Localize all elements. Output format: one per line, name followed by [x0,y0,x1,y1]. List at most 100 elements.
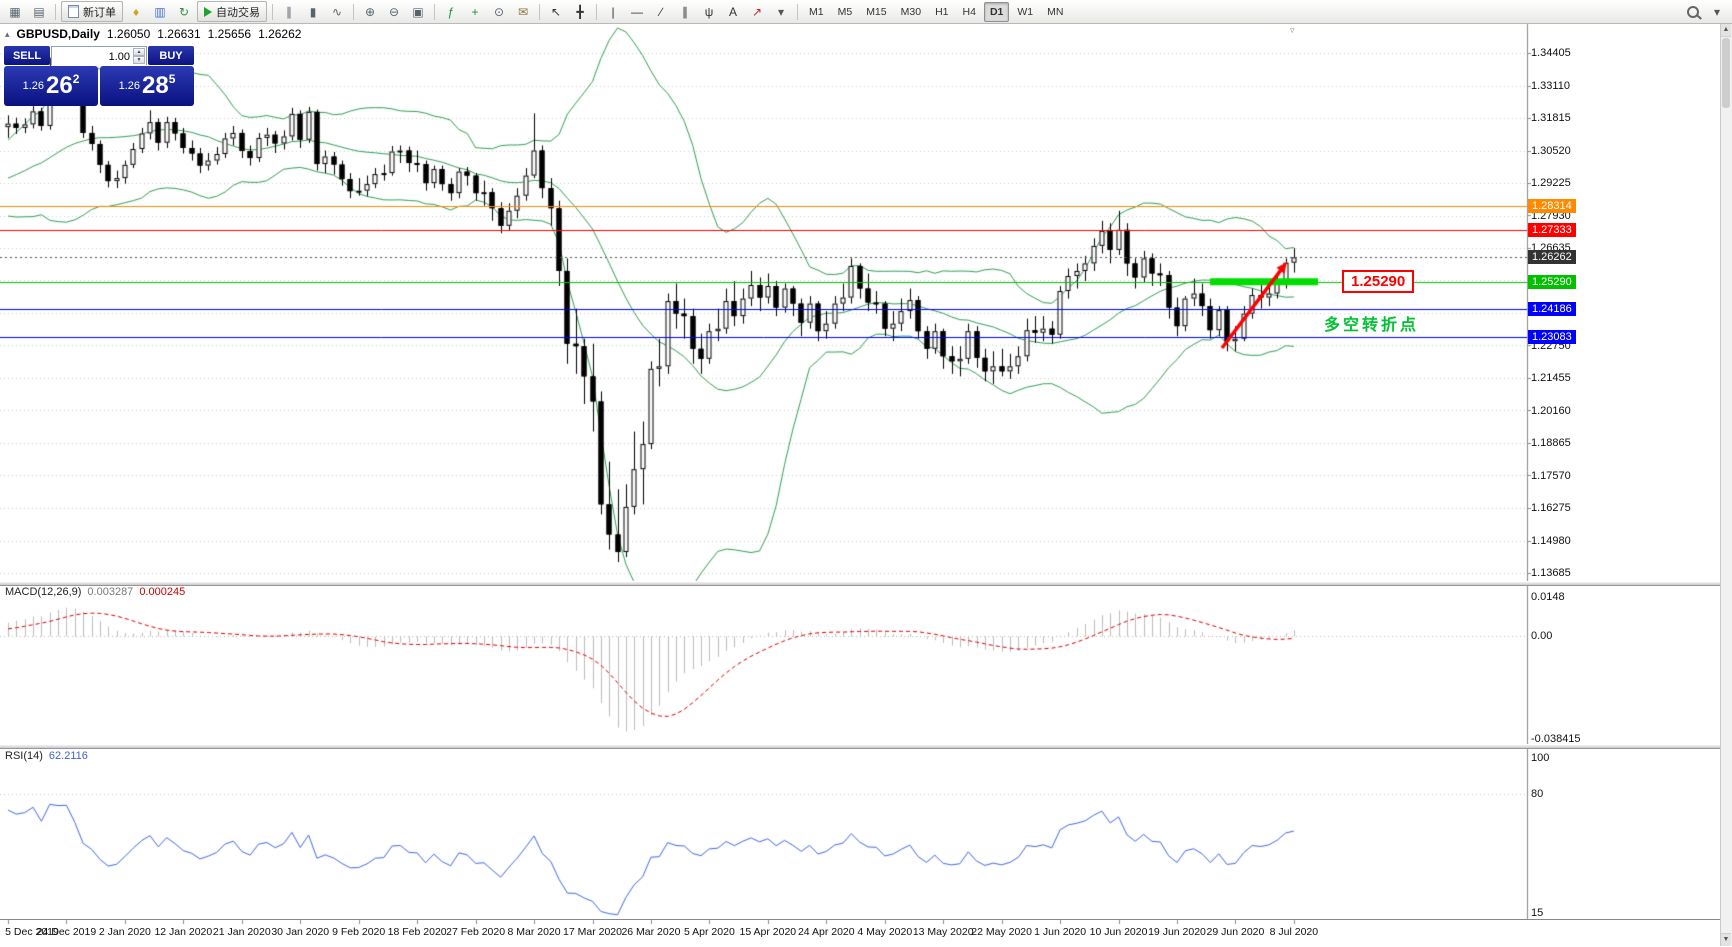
bid-price-big: 26 [46,72,73,100]
price-tick-label: 1.33110 [1531,80,1570,92]
macd-main-value: 0.003287 [87,586,133,598]
ohlc-high: 1.26631 [157,27,200,41]
date-label: 2 Jan 2020 [94,926,156,938]
price-tag: 1.28314 [1528,199,1576,213]
trendline-icon[interactable]: ∕ [650,1,672,22]
tf-button-M30[interactable]: M30 [895,2,927,22]
date-label: 15 Apr 2020 [737,926,799,938]
tf-button-M5[interactable]: M5 [832,2,859,22]
arrow-objects-icon[interactable]: ↗ [746,1,768,22]
line-chart-type-icon[interactable]: ∿ [326,1,348,22]
candle-chart-type-icon[interactable]: ▮ [302,1,324,22]
date-label: 27 Feb 2020 [445,926,507,938]
price-tick-label: 1.17570 [1531,470,1571,482]
new-order-button[interactable]: 新订单 [61,1,123,22]
price-tag: 1.25290 [1528,275,1576,289]
zoom-out-icon[interactable]: ⊖ [383,1,405,22]
macd-signal-value: 0.000245 [139,586,185,598]
mail-icon[interactable]: ✉ [512,1,534,22]
horizontal-line-icon[interactable]: — [626,1,648,22]
lot-size-field: ▲ ▼ [51,46,147,65]
pivot-price-label[interactable]: 1.25290 [1342,270,1414,293]
refresh-icon[interactable]: ↻ [173,1,195,22]
price-tag: 1.27333 [1528,223,1576,237]
pane-splitter-rsi[interactable] [0,744,1721,749]
ask-price-sup: 5 [169,72,176,86]
price-tick-label: 1.20160 [1531,405,1571,417]
crosshair-icon[interactable]: ╋ [569,1,591,22]
autotrading-play-icon [204,7,212,17]
tile-windows-icon[interactable]: ▣ [407,1,429,22]
tf-button-M1[interactable]: M1 [803,2,830,22]
buy-button[interactable]: BUY [148,46,194,65]
toolbar-right-group: ▾ [1682,1,1728,22]
tf-button-W1[interactable]: W1 [1011,2,1039,22]
date-label: 24 Dec 2019 [35,926,97,938]
toolbar-separator [353,4,354,20]
search-icon [1687,6,1699,18]
lot-spinner-up-icon[interactable]: ▲ [133,48,145,56]
tf-button-M15[interactable]: M15 [860,2,892,22]
autotrading-button[interactable]: 自动交易 [197,1,267,22]
date-label: 12 Jan 2020 [152,926,214,938]
bid-price-sup: 2 [73,72,80,86]
tf-button-H1[interactable]: H1 [929,2,954,22]
add-indicator-icon[interactable]: + [464,1,486,22]
sell-button[interactable]: SELL [4,46,50,65]
periods-icon[interactable]: ⊙ [488,1,510,22]
date-label: 24 Apr 2020 [795,926,857,938]
lot-spinner: ▲ ▼ [133,48,145,63]
bar-chart-type-icon[interactable]: ∥ [278,1,300,22]
search-icon[interactable] [1682,1,1704,22]
lot-spinner-down-icon[interactable]: ▼ [133,56,145,64]
toolbar-overflow-icon[interactable]: ▾ [1706,1,1728,22]
price-tick-label: 1.14980 [1531,535,1571,547]
vertical-scrollbar[interactable]: ▲ ▼ [1720,24,1732,946]
zoom-in-icon[interactable]: ⊕ [359,1,381,22]
pane-splitter-macd[interactable] [0,581,1721,586]
toolbar-separator [434,4,435,20]
scrollbar-thumb[interactable] [1722,38,1730,108]
pivot-chinese-text: 多空转折点 [1324,311,1419,335]
toolbar-separator [55,4,56,20]
date-label: 5 Apr 2020 [678,926,740,938]
price-tick-label: 1.30520 [1531,145,1571,157]
date-label: 18 Feb 2020 [386,926,448,938]
tf-button-MN[interactable]: MN [1041,2,1069,22]
fibonacci-icon[interactable]: ψ [698,1,720,22]
date-label: 29 Jun 2020 [1204,926,1266,938]
new-chart-icon[interactable]: ▦ [4,1,26,22]
scroll-down-icon[interactable]: ▼ [1721,933,1731,946]
rsi-axis-label: 15 [1531,907,1543,919]
vertical-line-icon[interactable]: | [602,1,624,22]
tf-button-D1[interactable]: D1 [984,2,1009,22]
ohlc-open: 1.26050 [107,27,150,41]
price-tick-label: 1.16275 [1531,502,1571,514]
market-depth-icon[interactable]: ▥ [149,1,171,22]
cursor-icon[interactable]: ↖ [545,1,567,22]
macd-name: MACD(12,26,9) [5,586,81,598]
price-tick-label: 1.21455 [1531,372,1571,384]
ask-price-big: 28 [142,72,169,100]
chart-profiles-icon[interactable]: ▤ [28,1,50,22]
indicators-icon[interactable]: ƒ [440,1,462,22]
rsi-axis-label: 100 [1531,752,1549,764]
new-order-icon [68,5,79,18]
channel-icon[interactable]: ∥ [674,1,696,22]
text-label-icon[interactable]: A [722,1,744,22]
date-label: 9 Feb 2020 [328,926,390,938]
sell-price-button[interactable]: 1.26 26 2 [4,66,98,106]
price-tick-label: 1.31815 [1531,112,1571,124]
scroll-up-icon[interactable]: ▲ [1721,24,1731,37]
lot-size-input[interactable] [52,49,146,66]
date-label: 17 Mar 2020 [562,926,624,938]
date-label: 8 Jul 2020 [1263,926,1325,938]
date-label: 19 Jun 2020 [1146,926,1208,938]
sound-alerts-icon[interactable]: ♦ [125,1,147,22]
tf-button-H4[interactable]: H4 [957,2,982,22]
buy-price-button[interactable]: 1.26 28 5 [100,66,194,106]
shapes-dropdown-icon[interactable]: ▾ [770,1,792,22]
one-click-toggle-icon[interactable]: ▴ [5,29,10,40]
